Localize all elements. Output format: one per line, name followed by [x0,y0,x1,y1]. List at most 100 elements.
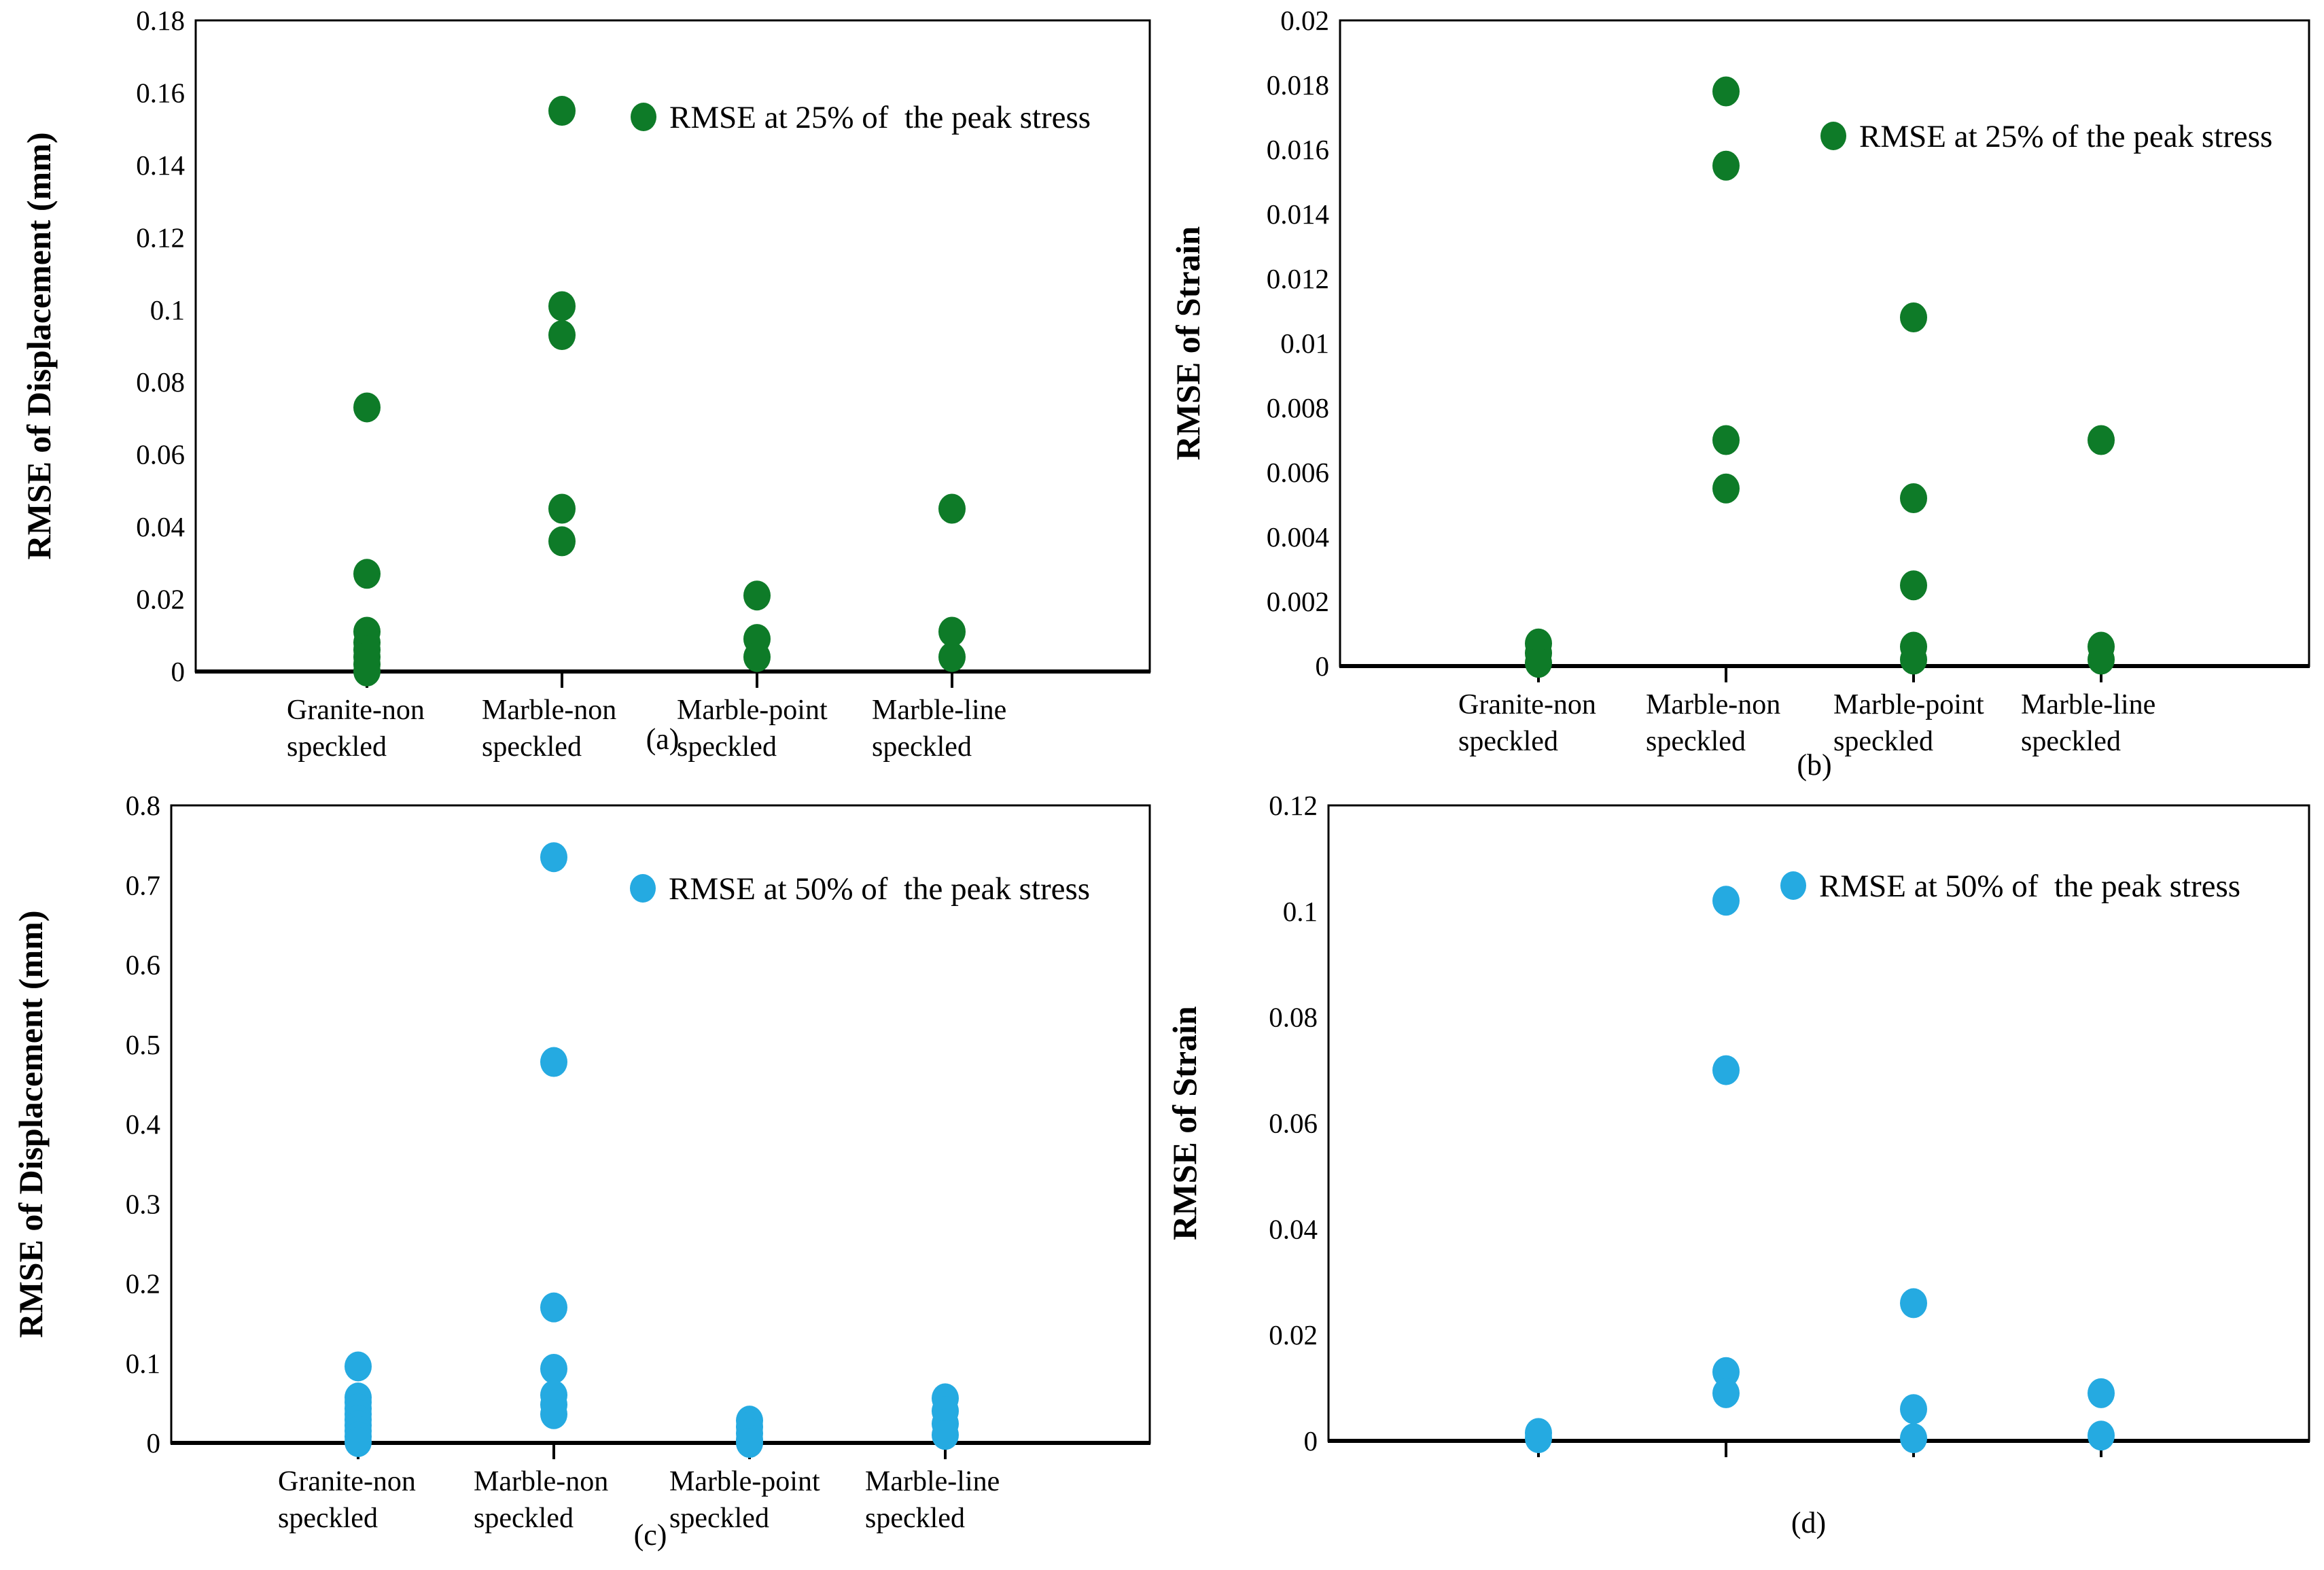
data-point [548,96,576,126]
y-axis-title: RMSE of Strain [1169,226,1207,461]
y-tick-label: 0.5 [126,1029,160,1060]
y-tick-label: 0.014 [1267,198,1329,230]
data-point [743,642,771,672]
y-tick-label: 0.002 [1267,586,1329,617]
data-point [1900,644,1927,675]
data-point [540,1353,567,1384]
category-label-line1: Marble-line [872,695,1006,726]
y-tick-label: 0.1 [150,294,185,326]
data-point [548,320,576,351]
y-tick-label: 0 [171,656,186,687]
y-tick-label: 0.2 [126,1268,160,1299]
legend-marker-icon [1820,122,1846,150]
y-tick-label: 0.08 [136,366,185,398]
data-point [1900,1423,1927,1454]
panel-caption: (d) [1791,1506,1826,1539]
y-tick-label: 0.1 [1283,896,1318,927]
category-label-line1: Marble-line [865,1466,1000,1497]
chart-panel-d: 0 0.02 0.04 0.06 0.08 0.1 0.12 RMSE at 50% of t… [1162,785,2324,1570]
legend-label: RMSE at 50% of the peak stress [669,871,1090,907]
y-tick-label: 0.8 [126,790,160,821]
y-tick-label: 0.14 [136,150,185,181]
y-tick-label: 0 [147,1427,161,1459]
data-point [353,392,381,423]
plot-border [1339,19,2310,667]
data-point [548,493,576,524]
data-point [1712,1378,1740,1408]
y-tick-label: 0.3 [126,1188,160,1219]
data-point [938,616,966,647]
category-label-line1: Marble-line [2021,689,2155,720]
category-label-line1: Granite-non [278,1466,416,1497]
data-point [1712,150,1740,181]
y-axis-title: RMSE of Strain [1165,1006,1203,1240]
data-point [1525,1423,1552,1454]
y-tick-label: 0.18 [136,5,185,36]
data-point [540,842,567,873]
data-point [743,580,771,611]
y-tick-label: 0.008 [1267,392,1329,423]
panel-caption: (c) [634,1518,667,1552]
category-label-line2: speckled [677,731,777,763]
y-tick-label: 0.006 [1267,457,1329,488]
data-point [2088,1378,2115,1408]
legend-label: RMSE at 50% of the peak stress [1819,869,2240,904]
y-axis-title: RMSE of Displacement (mm) [20,132,58,559]
category-label-line2: speckled [278,1503,378,1534]
data-point [1712,1055,1740,1085]
y-tick-label: 0.16 [136,77,185,108]
y-tick-label: 0.012 [1267,263,1329,294]
y-tick-label: 0.016 [1267,134,1329,165]
y-tick-label: 0.02 [1280,5,1329,36]
data-point [1900,1394,1927,1425]
data-point [540,1292,567,1323]
category-label-line2: speckled [474,1503,574,1534]
y-tick-label: 0.12 [1269,790,1318,821]
category-label-line2: speckled [482,731,582,763]
y-tick-label: 0.06 [136,439,185,470]
data-point [540,1047,567,1077]
category-label-line2: speckled [865,1503,965,1534]
data-point [1900,302,1927,332]
data-point [932,1420,959,1450]
category-label-line1: Marble-point [1833,689,1984,720]
y-tick-label: 0.04 [136,511,185,542]
data-point [353,559,381,589]
category-label-line1: Granite-non [1458,689,1596,720]
data-point [2088,1420,2115,1451]
data-point [548,291,576,321]
category-label-line2: speckled [669,1503,769,1534]
y-tick-label: 0.1 [126,1348,160,1379]
data-point [1525,648,1552,678]
panel-caption: (a) [646,722,680,756]
y-tick-label: 0.7 [126,869,160,901]
data-point [540,1399,567,1429]
chart-a: 0 0.02 0.04 0.06 0.08 0.1 0.12 0.14 0.16 0.18 Gran… [20,5,1151,763]
y-tick-label: 0.018 [1267,69,1329,101]
chart-panel-a: 0 0.02 0.04 0.06 0.08 0.1 0.12 0.14 0.16 0.18 Gran… [0,0,1162,785]
data-point [345,1427,372,1457]
legend-marker-icon [630,874,656,903]
y-tick-label: 0.12 [136,222,185,253]
chart-d: 0 0.02 0.04 0.06 0.08 0.1 0.12 RMSE at 50% of t… [1165,790,2310,1539]
category-label-line1: Marble-non [482,695,616,726]
y-tick-label: 0 [1304,1425,1318,1456]
y-tick-label: 0.004 [1267,521,1329,553]
category-label-line1: Marble-non [1646,689,1780,720]
legend-marker-icon [631,103,656,131]
y-axis-title: RMSE of Displacement (mm) [12,910,50,1338]
data-point [938,493,966,524]
legend-label: RMSE at 25% of the peak stress [669,100,1091,135]
data-point [1712,886,1740,916]
chart-c: 0 0.1 0.2 0.3 0.4 0.5 0.6 0.7 0.8 Granite-non spec… [12,790,1151,1552]
chart-panel-c: 0 0.1 0.2 0.3 0.4 0.5 0.6 0.7 0.8 Granite-non spec… [0,785,1162,1570]
data-point [548,526,576,557]
y-tick-label: 0.08 [1269,1002,1318,1033]
data-point [1712,1357,1740,1387]
category-label-line2: speckled [1458,726,1558,757]
category-label-line2: speckled [1646,726,1746,757]
panel-caption: (b) [1797,748,1831,782]
data-point [353,657,381,686]
y-tick-label: 0.6 [126,949,160,981]
data-point [736,1428,763,1458]
